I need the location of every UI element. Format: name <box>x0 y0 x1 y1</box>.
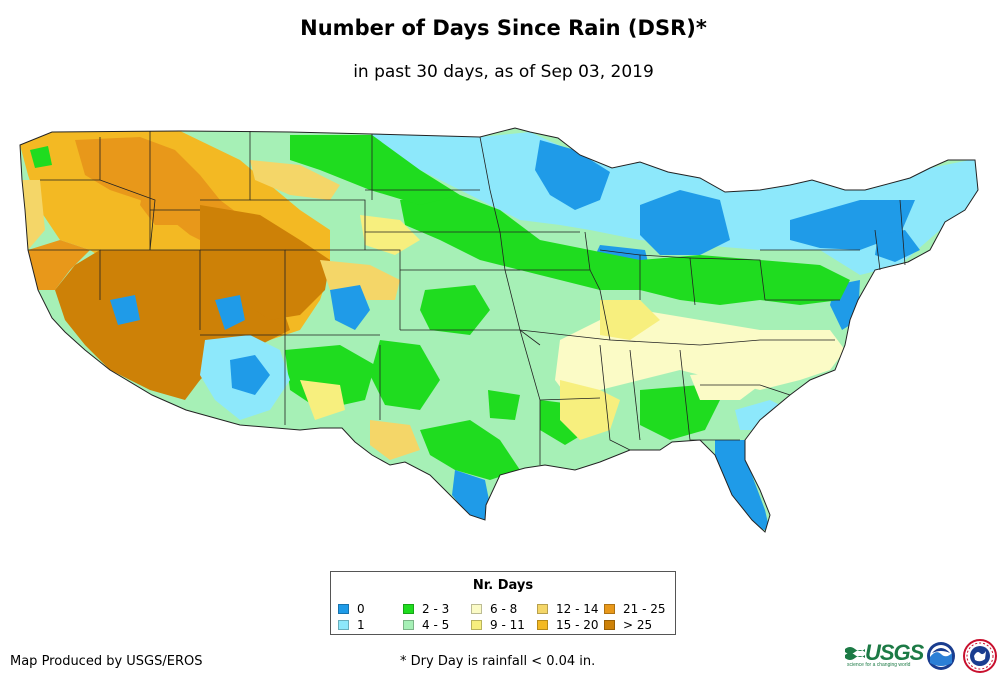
map-title: Number of Days Since Rain (DSR)* <box>300 16 707 40</box>
legend-label: 12 - 14 <box>556 602 599 616</box>
legend-item-9-11: 9 - 11 <box>471 619 525 631</box>
legend-label: 1 <box>357 618 365 632</box>
legend-item-21-25: 21 - 25 <box>604 603 666 615</box>
legend-swatch <box>403 604 414 614</box>
legend-label: 0 <box>357 602 365 616</box>
legend-item-2-3: 2 - 3 <box>403 603 449 615</box>
legend-item-0: 0 <box>338 603 365 615</box>
legend-swatch <box>537 604 548 614</box>
legend-item-4-5: 4 - 5 <box>403 619 449 631</box>
legend-item-12-14: 12 - 14 <box>537 603 599 615</box>
noaa-logo-icon <box>927 642 955 670</box>
dsr-color-regions <box>20 131 978 532</box>
usgs-wordmark: USGS <box>865 640 924 665</box>
legend-item-1: 1 <box>338 619 365 631</box>
legend-swatch <box>338 604 349 614</box>
legend-label: 6 - 8 <box>490 602 518 616</box>
usgs-logo: USGS science for a changing world <box>845 640 924 669</box>
legend-swatch <box>403 620 414 630</box>
dry-day-footnote: * Dry Day is rainfall < 0.04 in. <box>400 654 596 669</box>
map-subtitle: in past 30 days, as of Sep 03, 2019 <box>353 62 654 82</box>
nws-logo-icon <box>963 639 997 673</box>
legend-swatch <box>471 604 482 614</box>
legend-swatch <box>471 620 482 630</box>
legend-label: 15 - 20 <box>556 618 599 632</box>
state-boundaries <box>19 127 979 533</box>
legend-label: > 25 <box>623 618 653 632</box>
legend-label: 4 - 5 <box>422 618 450 632</box>
legend-item-6-8: 6 - 8 <box>471 603 517 615</box>
legend-item-15-20: 15 - 20 <box>537 619 599 631</box>
legend: Nr. Days 0 1 2 - 3 4 - 5 6 - 8 9 - 11 12… <box>330 571 676 635</box>
usgs-wave-icon <box>845 647 865 660</box>
legend-swatch <box>537 620 548 630</box>
legend-swatch <box>604 620 615 630</box>
legend-label: 9 - 11 <box>490 618 525 632</box>
legend-swatch <box>604 604 615 614</box>
legend-label: 2 - 3 <box>422 602 450 616</box>
legend-title: Nr. Days <box>472 578 534 593</box>
map-credit: Map Produced by USGS/EROS <box>10 654 203 669</box>
legend-item-gt-25: > 25 <box>604 619 652 631</box>
usgs-tagline: science for a changing world <box>847 662 911 668</box>
legend-swatch <box>338 620 349 630</box>
legend-label: 21 - 25 <box>623 602 666 616</box>
